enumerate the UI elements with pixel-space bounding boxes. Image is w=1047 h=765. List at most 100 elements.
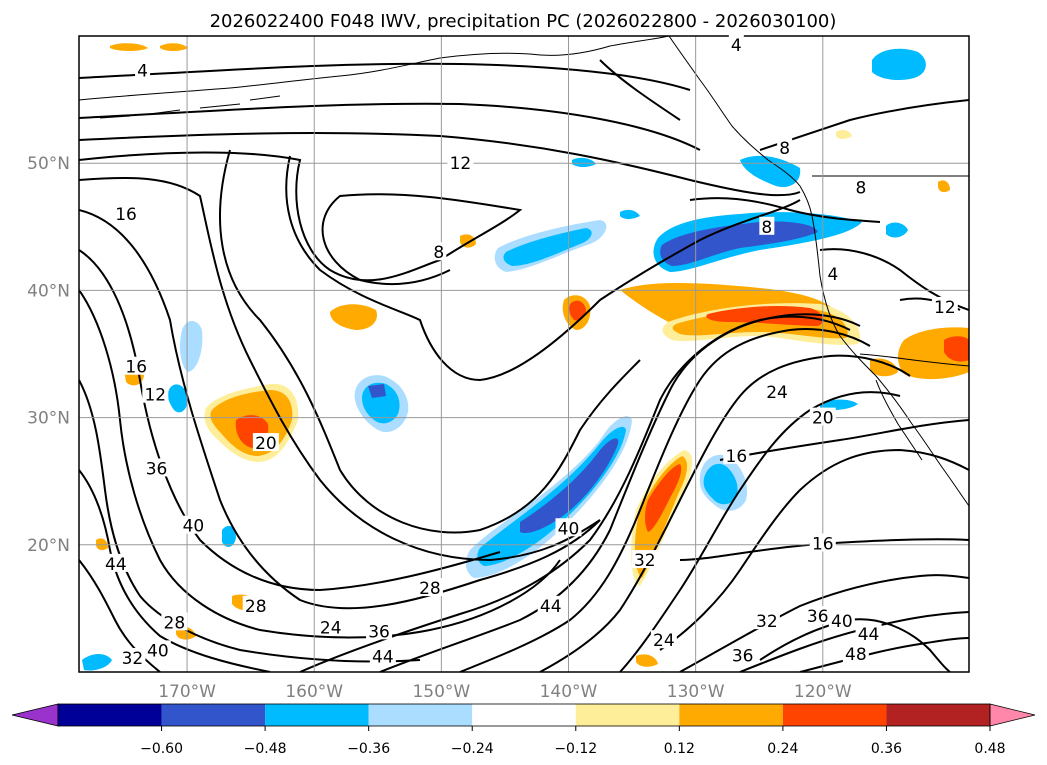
- colorbar-tick-label: −0.48: [244, 741, 287, 757]
- iwv-contour: [689, 197, 881, 223]
- contour-label: 40: [183, 517, 205, 537]
- contour-label-bg: [135, 60, 151, 79]
- contour-label: 4: [137, 61, 148, 81]
- contour-label-bg: [825, 263, 841, 282]
- precip-blob: [569, 300, 586, 321]
- contour-label-bg: [804, 606, 831, 625]
- colorbar: −0.60 −0.48 −0.36 −0.24 −0.12 0.12 0.24 0.36 0.4…: [11, 703, 1036, 757]
- precip-blob: [110, 43, 148, 51]
- iwv-contours: [79, 59, 969, 672]
- x-tick-label: 120°W: [794, 682, 852, 702]
- colorbar-tick-label: 0.24: [767, 741, 798, 757]
- iwv-contour: [659, 448, 969, 651]
- contour-label: 24: [320, 618, 342, 638]
- contour-label-bg: [123, 356, 150, 375]
- precip-blob: [938, 180, 950, 193]
- precip-blob: [706, 306, 824, 326]
- contour-label-bg: [431, 242, 447, 261]
- contour-label: 20: [255, 434, 277, 454]
- iwv-contour: [79, 102, 701, 151]
- precip-blob: [160, 43, 188, 51]
- iwv-contour: [79, 132, 801, 197]
- contour-label: 40: [831, 612, 853, 632]
- iwv-contour: [285, 155, 801, 382]
- contour-label: 12: [144, 386, 166, 406]
- contour-label: 4: [828, 265, 839, 285]
- contour-label: 12: [934, 298, 956, 318]
- precip-blob: [872, 48, 926, 80]
- precip-blob: [96, 538, 108, 551]
- precip-blob: [477, 426, 626, 566]
- iwv-contour: [79, 209, 601, 610]
- contour-label-bg: [729, 645, 756, 664]
- precip-blob: [222, 525, 236, 547]
- colorbar-box: [575, 704, 680, 726]
- iwv-contour: [79, 249, 501, 592]
- contour-label-bg: [366, 621, 393, 640]
- contour-label-bg: [555, 518, 582, 537]
- colorbar-extend-low: [11, 703, 59, 727]
- contour-label-bg: [161, 612, 188, 631]
- x-tick-label: 140°W: [540, 682, 598, 702]
- contour-label: 8: [856, 178, 867, 198]
- contour-label: 36: [146, 459, 168, 479]
- x-axis: 170°W 160°W 150°W 140°W 130°W 120°W: [158, 682, 852, 702]
- coastline-us-west: [811, 215, 969, 507]
- iwv-contour: [459, 327, 871, 672]
- contour-label: 24: [653, 631, 675, 651]
- colorbar-tick-label: −0.36: [347, 741, 390, 757]
- precip-blob: [886, 222, 908, 238]
- iwv-contour: [679, 574, 969, 672]
- precip-blob: [620, 209, 640, 219]
- contour-label-bg: [828, 611, 855, 630]
- contour-label: 36: [368, 622, 390, 642]
- coastline-baja: [875, 379, 923, 461]
- contour-label-bg: [113, 204, 140, 223]
- y-axis: 20°N 30°N 40°N 50°N: [27, 154, 70, 556]
- coastlines: [79, 36, 969, 507]
- contour-label: 36: [732, 646, 754, 666]
- contour-label-bg: [842, 644, 869, 663]
- precip-blob: [660, 221, 818, 266]
- contour-label-bg: [759, 216, 775, 235]
- iwv-contour: [79, 379, 421, 663]
- coastline-aleutians: [99, 95, 281, 119]
- x-tick-label: 160°W: [285, 682, 343, 702]
- coastline-canada: [668, 36, 813, 217]
- contour-label-bg: [728, 34, 744, 53]
- contour-label-bg: [102, 553, 129, 572]
- iwv-contour: [79, 62, 691, 91]
- iwv-contour: [79, 151, 523, 286]
- colorbar-extend-high: [989, 703, 1036, 727]
- colorbar-box: [472, 704, 576, 726]
- contour-label: 36: [807, 607, 829, 627]
- contour-label-bg: [777, 137, 793, 156]
- coastline-alaska: [79, 36, 670, 101]
- iwv-contour: [539, 354, 911, 672]
- colorbar-tick-label: 0.48: [974, 741, 1005, 757]
- contour-label-bg: [855, 623, 882, 642]
- y-tick-label: 50°N: [27, 154, 70, 174]
- colorbar-box: [782, 704, 887, 726]
- colorbar-box: [679, 704, 783, 726]
- contour-label: 32: [122, 649, 144, 669]
- contour-label: 32: [634, 551, 656, 571]
- precip-blob: [836, 129, 852, 139]
- contour-label: 44: [105, 555, 127, 575]
- contour-label: 28: [245, 597, 267, 617]
- contour-label: 40: [558, 519, 580, 539]
- contour-label: 24: [766, 383, 788, 403]
- contour-label: 16: [115, 205, 137, 225]
- contour-label-bg: [764, 382, 791, 401]
- contour-label: 4: [731, 36, 742, 56]
- contour-label: 16: [125, 358, 147, 378]
- contour-label-bg: [142, 384, 169, 403]
- contour-label: 16: [726, 447, 748, 467]
- map-background: [79, 36, 969, 672]
- contour-label-bg: [723, 445, 750, 464]
- map-frame: [78, 35, 970, 673]
- contour-label-bg: [317, 617, 344, 636]
- precip-blob: [645, 464, 682, 532]
- contour-label: 20: [812, 409, 834, 429]
- precip-blob: [330, 304, 378, 330]
